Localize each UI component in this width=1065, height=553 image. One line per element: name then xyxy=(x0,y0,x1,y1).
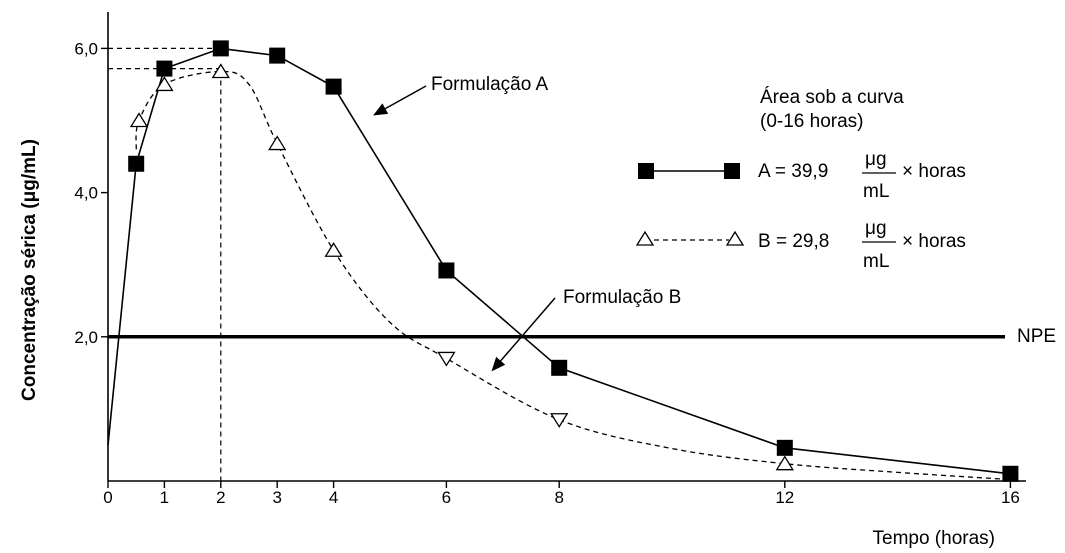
legend-a-prefix: A = 39,9 xyxy=(758,161,828,182)
legend: Área sob a curva (0-16 horas) A = 39,9 μ… xyxy=(635,87,966,272)
legend-entry-a: A = 39,9 μg mL × horas xyxy=(638,149,966,202)
arrowhead-formulacao-b xyxy=(491,356,506,372)
x-tick-label: 16 xyxy=(1001,488,1020,507)
legend-b-triangle-left xyxy=(635,230,655,246)
y-tick-label: 6,0 xyxy=(74,39,98,58)
series-a-line xyxy=(107,47,1011,475)
series-b-marker xyxy=(211,63,230,79)
series-markers xyxy=(128,40,1019,482)
series-a-marker xyxy=(156,60,173,77)
series-a-marker xyxy=(776,439,793,456)
legend-a-suffix: × horas xyxy=(902,161,966,182)
legend-b-prefix: B = 29,8 xyxy=(758,231,829,252)
x-tick-label: 0 xyxy=(103,488,112,507)
axes xyxy=(101,12,1026,488)
legend-title-line1: Área sob a curva xyxy=(760,87,904,108)
legend-entry-b: B = 29,8 μg mL × horas xyxy=(635,218,966,272)
x-axis-label: Tempo (horas) xyxy=(873,528,996,549)
y-tick-label: 4,0 xyxy=(74,184,98,203)
series-a-marker xyxy=(128,155,145,172)
legend-b-denominator: mL xyxy=(863,251,889,272)
series-b-marker xyxy=(155,76,174,92)
series-b-marker xyxy=(775,455,794,471)
x-tick-label: 2 xyxy=(216,488,225,507)
x-tick-label: 4 xyxy=(329,488,338,507)
guide-lines xyxy=(108,47,222,481)
legend-b-numerator: μg xyxy=(865,218,887,239)
series-b-line xyxy=(135,70,1011,481)
arrow-formulacao-a xyxy=(384,85,427,110)
series-b-marker xyxy=(550,413,569,428)
series-b-marker xyxy=(129,112,149,128)
legend-b-triangle-right xyxy=(725,230,745,246)
x-tick-label: 3 xyxy=(272,488,281,507)
series-a-marker xyxy=(1002,465,1019,482)
x-tick-label: 6 xyxy=(442,488,451,507)
y-tick-label: 2,0 xyxy=(74,328,98,347)
x-tick-label: 8 xyxy=(554,488,563,507)
arrowhead-formulacao-a xyxy=(373,103,389,116)
x-tick-label: 12 xyxy=(775,488,794,507)
legend-a-denominator: mL xyxy=(863,181,889,202)
arrow-formulacao-b xyxy=(500,297,556,362)
x-tick-label: 1 xyxy=(160,488,169,507)
legend-a-square-left xyxy=(638,163,654,179)
series-a-marker xyxy=(325,78,342,95)
series-curves xyxy=(107,47,1011,481)
npe-label: NPE xyxy=(1017,326,1056,347)
legend-a-square-right xyxy=(724,163,740,179)
series-a-marker xyxy=(212,40,229,57)
series-b-marker xyxy=(324,242,343,257)
series-a-marker xyxy=(269,47,286,64)
series-a-marker xyxy=(551,359,568,376)
series-a-marker xyxy=(438,262,455,279)
legend-a-numerator: μg xyxy=(865,149,887,170)
legend-b-suffix: × horas xyxy=(902,231,966,252)
annotation-formulacao-a: Formulação A xyxy=(431,74,549,95)
legend-title-line2: (0-16 horas) xyxy=(760,111,864,132)
annotation-arrows xyxy=(373,85,556,372)
annotation-formulacao-b: Formulação B xyxy=(563,287,681,308)
tick-labels: 0 1 2 3 4 6 8 12 162,04,06,0 xyxy=(74,39,1020,507)
series-b-marker xyxy=(437,351,456,367)
series-b-marker xyxy=(268,135,287,151)
y-axis-label: Concentração sérica (μg/mL) xyxy=(19,139,40,401)
